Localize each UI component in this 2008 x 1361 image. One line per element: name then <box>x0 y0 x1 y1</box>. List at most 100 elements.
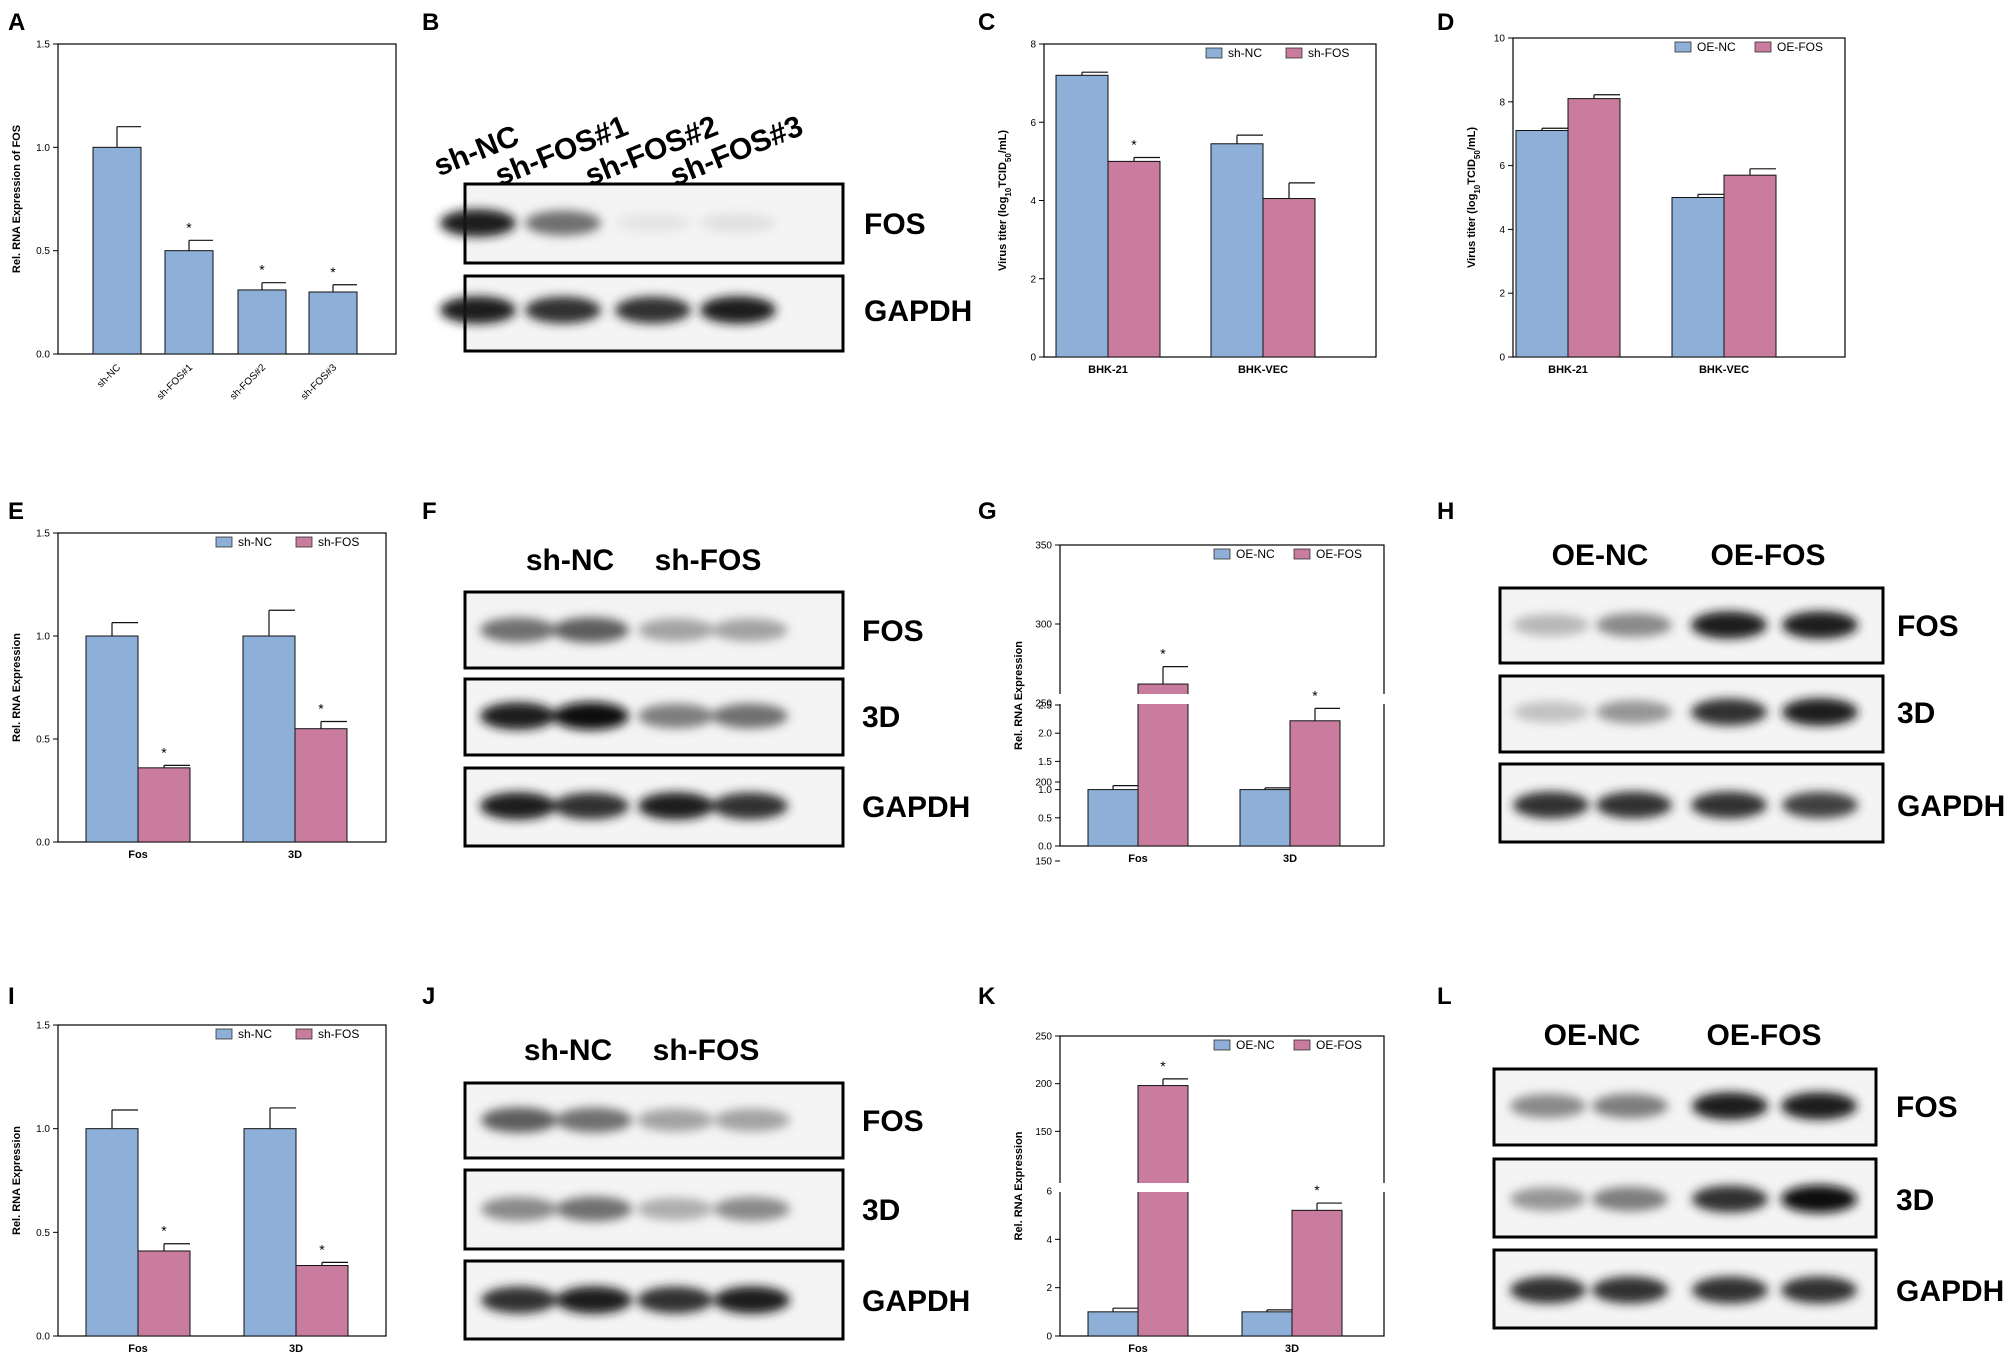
panel-letter-k: K <box>978 983 996 1010</box>
y-axis-label-text-e: Rel. RNA Expression <box>11 633 23 742</box>
blot-bands-h-fos <box>1513 611 1858 639</box>
blot-band-l-gapdh-0 <box>1510 1276 1586 1304</box>
blot-band-j-3d-3 <box>714 1197 790 1221</box>
legend-swatch-g-0 <box>1213 548 1231 560</box>
x-tick-label-a-3: sh-FOS#3 <box>299 362 339 402</box>
y-tick-label-up-k-2: 250 <box>1035 1032 1052 1043</box>
lane-label-j-0: sh-NC <box>524 1034 612 1067</box>
blot-band-j-fos-3 <box>714 1108 790 1132</box>
blot-band-h-3d-2 <box>1691 698 1767 726</box>
y-tick-label-d-2: 4 <box>1499 225 1505 236</box>
blot-band-j-gapdh-1 <box>556 1286 632 1314</box>
y-tick-label-a-2: 1.0 <box>36 143 50 154</box>
y-axis-label-c: Virus titer (log10TCID50/mL) <box>997 130 1013 271</box>
legend-label-c-0: sh-NC <box>1228 46 1262 60</box>
panel-letter-e: E <box>8 498 24 525</box>
blot-band-f-3d-3 <box>712 703 788 729</box>
bar-c-s0-c0 <box>1055 74 1109 358</box>
band-label-l-fos: FOS <box>1896 1091 1958 1124</box>
band-label-j-fos: FOS <box>862 1105 924 1138</box>
blot-band-l-3d-2 <box>1692 1185 1768 1213</box>
lane-label-l-0: OE-NC <box>1544 1019 1641 1052</box>
y-tick-label-low-g-4: 2.0 <box>1038 729 1052 740</box>
plot-frame-a <box>57 43 397 355</box>
y-tick-label-c-4: 8 <box>1030 40 1036 51</box>
legend-label-d-1: OE-FOS <box>1777 40 1823 54</box>
bar-a-s0-c3 <box>308 291 358 355</box>
bar-i-s1-c1 <box>295 1265 349 1337</box>
significance-star-a-s0-c2: * <box>259 262 265 278</box>
band-label-l-gapdh: GAPDH <box>1896 1275 2004 1308</box>
y-tick-label-d-4: 8 <box>1499 97 1505 108</box>
blot-band-f-fos-1 <box>553 617 629 643</box>
blot-band-b-fos-3 <box>700 213 776 233</box>
y-tick-label-d-1: 2 <box>1499 289 1505 300</box>
y-tick-label-low-k-2: 4 <box>1046 1235 1052 1246</box>
legend-label-k-0: OE-NC <box>1236 1038 1275 1052</box>
band-label-h-3d: 3D <box>1897 697 1935 730</box>
legend-label-i-1: sh-FOS <box>318 1027 359 1041</box>
band-label-l-3d: 3D <box>1896 1184 1934 1217</box>
blot-band-l-3d-0 <box>1510 1187 1586 1211</box>
blot-band-h-3d-0 <box>1513 701 1589 723</box>
bar-c-s1-c0 <box>1107 160 1161 358</box>
bar-k-s1-c0 <box>1137 1085 1189 1337</box>
y-tick-label-d-0: 0 <box>1499 353 1505 364</box>
blot-band-j-fos-0 <box>481 1107 557 1133</box>
bar-k-s0-c0 <box>1087 1311 1139 1337</box>
blot-bands-j-gapdh <box>481 1286 790 1314</box>
bar-a-s0-c1 <box>164 250 214 355</box>
bar-e-s0-c1 <box>242 635 296 843</box>
lane-label-f-1: sh-FOS <box>655 544 762 577</box>
blot-band-f-gapdh-0 <box>480 792 556 820</box>
bar-e-s1-c0 <box>137 767 191 843</box>
y-tick-label-low-k-3: 6 <box>1046 1187 1052 1198</box>
bar-c-s1-c1 <box>1262 198 1316 358</box>
blot-bands-l-gapdh <box>1510 1276 1857 1304</box>
panel-letter-h: H <box>1437 498 1454 525</box>
y-axis-label-i: Rel. RNA Expression <box>11 1126 23 1235</box>
blot-bands-h-gapdh <box>1513 791 1858 819</box>
x-tick-label-g-1: 3D <box>1283 853 1297 865</box>
bar-e-s0-c0 <box>85 635 139 843</box>
panel-letter-d: D <box>1437 9 1454 36</box>
bar-i-s0-c1 <box>243 1128 297 1337</box>
blot-band-f-fos-0 <box>480 617 556 643</box>
y-tick-label-e-2: 1.0 <box>36 632 50 643</box>
significance-star-k-s1-c0: * <box>1160 1058 1166 1074</box>
legend-label-g-0: OE-NC <box>1236 547 1275 561</box>
bar-d-s0-c0 <box>1515 130 1569 358</box>
legend-swatch-i-0 <box>215 1028 233 1040</box>
legend-swatch-e-1 <box>295 536 313 548</box>
legend-label-c-1: sh-FOS <box>1308 46 1349 60</box>
significance-star-e-s1-c0: * <box>161 744 167 760</box>
legend-swatch-c-1 <box>1285 47 1303 59</box>
blot-band-f-3d-2 <box>638 703 714 729</box>
x-tick-label-d-1: BHK-VEC <box>1699 364 1749 376</box>
blot-band-h-fos-0 <box>1513 614 1589 636</box>
legend-swatch-d-1 <box>1754 41 1772 53</box>
blot-band-h-fos-1 <box>1596 613 1672 637</box>
legend-label-e-0: sh-NC <box>238 535 272 549</box>
y-axis-label-text-a: Rel. RNA Expression of FOS <box>11 125 23 273</box>
significance-star-i-s1-c1: * <box>319 1241 325 1257</box>
y-tick-label-i-1: 0.5 <box>36 1228 50 1239</box>
bar-g-s0-c0 <box>1087 789 1139 847</box>
y-tick-label-up-g-0: 300 <box>1035 620 1052 631</box>
y-tick-label-up-g-2: 250 <box>1035 699 1052 710</box>
y-tick-label-low-k-0: 0 <box>1046 1332 1052 1343</box>
blot-band-h-gapdh-3 <box>1782 791 1858 819</box>
blot-bands-f-3d <box>480 702 788 730</box>
legend-swatch-d-0 <box>1674 41 1692 53</box>
blot-band-h-fos-3 <box>1782 611 1858 639</box>
blot-band-f-3d-0 <box>480 702 556 730</box>
bar-i-s0-c0 <box>85 1128 139 1337</box>
blot-band-j-fos-2 <box>637 1108 713 1132</box>
blot-band-f-3d-1 <box>553 702 629 730</box>
y-tick-label-low-g-2: 1.0 <box>1038 785 1052 796</box>
blot-band-l-gapdh-3 <box>1781 1276 1857 1304</box>
blot-band-l-gapdh-2 <box>1692 1276 1768 1304</box>
blot-bands-b-fos <box>440 209 776 237</box>
bar-g-s0-c1 <box>1239 789 1291 847</box>
